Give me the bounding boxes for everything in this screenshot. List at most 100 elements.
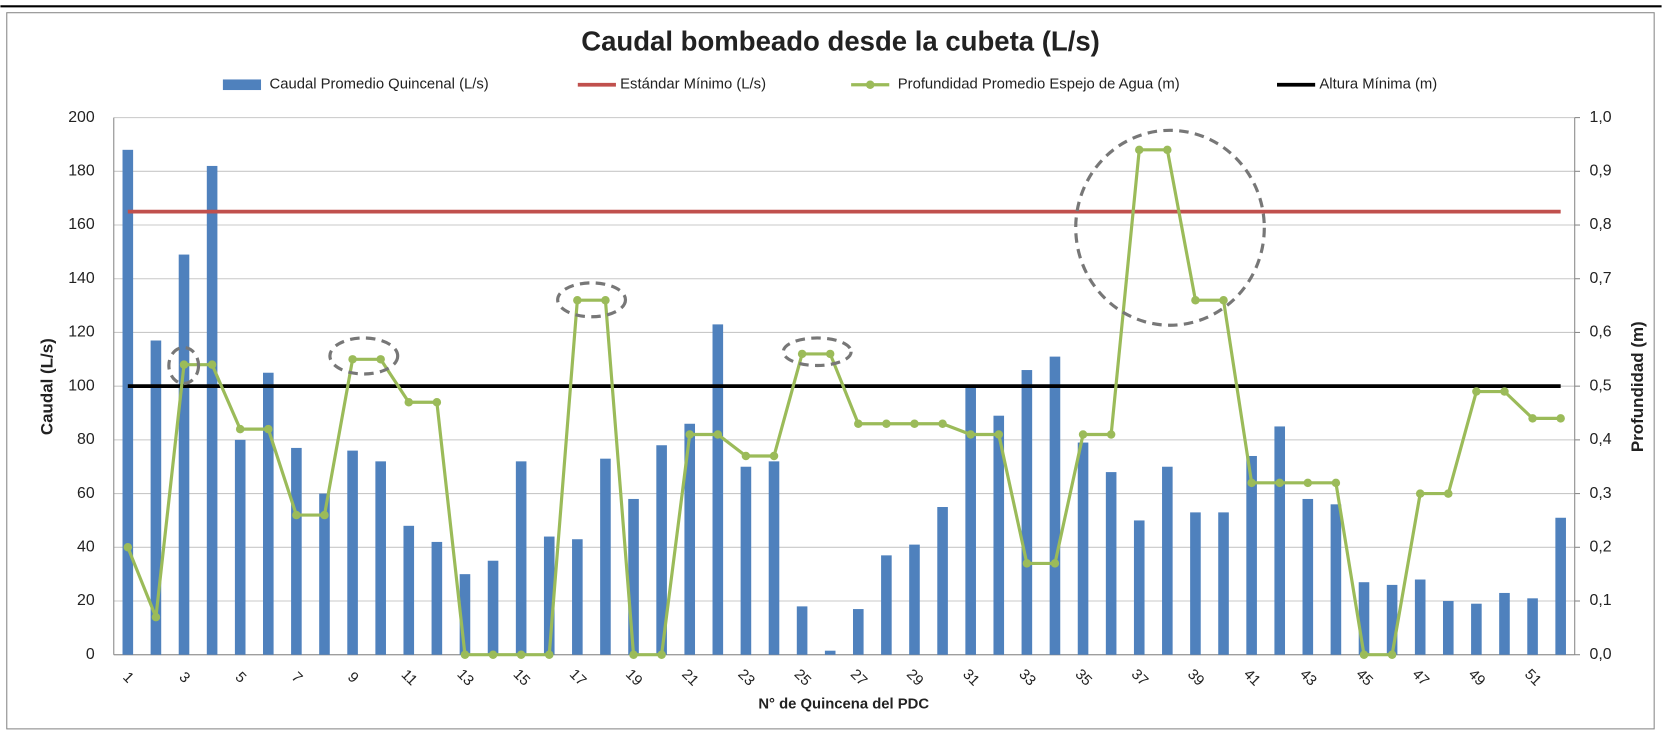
- bar: [1218, 512, 1229, 655]
- bar: [487, 560, 499, 655]
- line-point: [348, 355, 357, 364]
- x-tick-label: 15: [510, 666, 533, 689]
- bar: [515, 461, 527, 655]
- y-tick-label: 120: [68, 324, 95, 341]
- line-point: [629, 650, 638, 659]
- bar: [347, 450, 358, 655]
- bar: [1527, 598, 1538, 655]
- line-point: [1528, 414, 1537, 423]
- bar: [572, 539, 583, 655]
- bar: [150, 340, 162, 655]
- bar: [375, 461, 386, 655]
- y2-tick-label: 0,0: [1590, 646, 1612, 663]
- line-point: [1359, 650, 1369, 659]
- x-tick-label: 45: [1353, 666, 1376, 689]
- x-tick-label: 43: [1296, 666, 1319, 689]
- x-tick-label: 49: [1465, 666, 1488, 689]
- y2-tick-label: 0,2: [1590, 538, 1612, 555]
- line-point: [882, 419, 891, 428]
- x-tick-label: 13: [454, 666, 477, 689]
- line-point: [151, 612, 161, 622]
- bar: [319, 493, 330, 655]
- bar: [993, 415, 1005, 655]
- bar: [937, 507, 948, 655]
- bar: [1555, 517, 1566, 655]
- y-tick-label: 80: [77, 431, 95, 448]
- y2-tick-label: 0,7: [1590, 270, 1612, 287]
- bar: [712, 324, 724, 655]
- plot-area: 0 20 40 60 80 100 120 140 160 180 200 0,0 0,1 0,2 0,3 0…: [68, 109, 1612, 690]
- y2-tick-label: 0,1: [1590, 592, 1612, 609]
- y2-tick-label: 1,0: [1590, 109, 1612, 126]
- x-tick-label: 25: [791, 666, 814, 689]
- bar: [1049, 356, 1061, 655]
- highlight-ellipse: [328, 336, 400, 376]
- y-axis-label: Caudal (L/s): [38, 338, 57, 435]
- line-point: [994, 430, 1004, 439]
- bar: [909, 544, 920, 655]
- line-point: [1500, 387, 1509, 396]
- bar: [881, 555, 892, 655]
- line-point: [207, 360, 217, 369]
- y2-tick-label: 0,5: [1590, 377, 1612, 394]
- bar: [1190, 512, 1201, 655]
- x-tick-label: 9: [344, 669, 361, 686]
- bar: [1358, 582, 1370, 655]
- bar: [684, 423, 696, 655]
- x-tick-label: 19: [622, 666, 645, 689]
- line-point: [854, 419, 863, 428]
- line-point: [938, 419, 947, 428]
- y-tick-label: 160: [68, 216, 95, 233]
- line-point: [797, 349, 807, 359]
- line-point: [573, 295, 582, 305]
- legend-marker: [865, 80, 875, 89]
- bar: [1442, 601, 1454, 655]
- line-point: [432, 398, 442, 407]
- y2-tick-label: 0,4: [1590, 431, 1612, 448]
- line-point: [685, 430, 694, 439]
- line-point: [516, 650, 526, 659]
- bar: [1105, 472, 1117, 655]
- highlight-ellipse: [781, 336, 853, 368]
- bar: [459, 574, 471, 655]
- x-tick-label: 35: [1072, 666, 1095, 689]
- bar: [1162, 466, 1173, 655]
- frame: [6, 12, 1655, 730]
- line-point: [179, 360, 189, 369]
- y2-axis-label: Profundidad (m): [1628, 321, 1647, 452]
- bar: [403, 525, 415, 655]
- line-point: [1191, 295, 1200, 305]
- x-tick-label: 31: [959, 666, 982, 689]
- line-point: [1556, 414, 1565, 423]
- x-tick-label: 41: [1240, 666, 1263, 689]
- bar: [543, 536, 555, 655]
- x-tick-label: 37: [1128, 666, 1151, 689]
- line-point: [460, 650, 470, 659]
- x-tick-label: 23: [734, 666, 757, 689]
- x-tick-label: 29: [903, 666, 926, 689]
- bar: [965, 386, 976, 655]
- y2-tick-label: 0,9: [1590, 163, 1612, 180]
- line-point: [1135, 145, 1144, 155]
- line-point: [825, 349, 835, 359]
- legend-label: Altura Mínima (m): [1319, 77, 1437, 93]
- line-point: [1331, 478, 1341, 488]
- line-point: [488, 650, 498, 659]
- y-tick-label: 60: [77, 485, 95, 502]
- y-tick-label: 0: [86, 646, 95, 663]
- bar: [600, 458, 611, 655]
- bar: [852, 609, 864, 655]
- bar: [824, 650, 836, 655]
- line-point: [320, 510, 329, 520]
- bar: [1302, 498, 1314, 655]
- line-point: [1163, 145, 1172, 155]
- bar: [1471, 603, 1482, 655]
- x-tick-label: 27: [847, 666, 870, 689]
- bar: [768, 461, 780, 655]
- line-point: [601, 295, 610, 305]
- bar: [234, 439, 246, 655]
- bar: [206, 165, 218, 655]
- y-tick-label: 40: [77, 538, 95, 555]
- x-tick-label: 5: [232, 669, 249, 686]
